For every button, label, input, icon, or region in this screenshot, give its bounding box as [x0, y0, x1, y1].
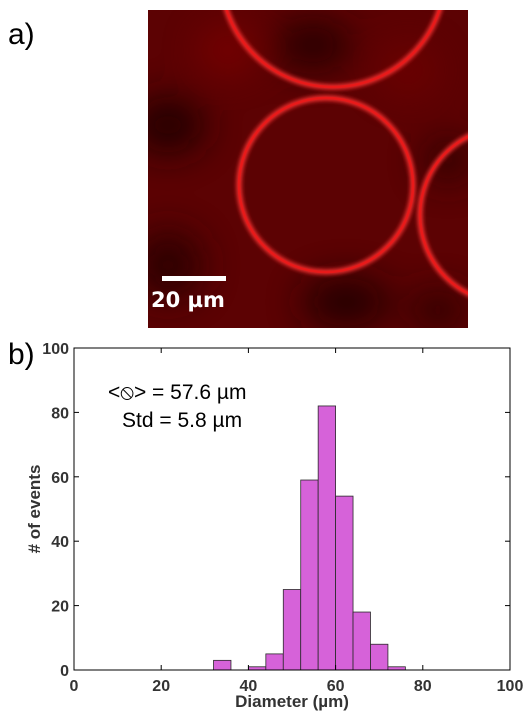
y-tick-labels: 0 20 40 60 80 100: [42, 341, 69, 680]
scale-bar-label: 20 µm: [151, 288, 225, 312]
y-tick-label: 80: [51, 405, 69, 422]
y-tick-label: 0: [60, 663, 69, 680]
y-axis-label: # of events: [25, 465, 44, 554]
histogram-bar: [352, 611, 371, 671]
y-tick-label: 40: [51, 534, 69, 551]
plot-frame: [73, 347, 511, 671]
mean-diameter-annotation: <⦸> = 57.6 µm: [108, 381, 246, 404]
panel-a-label: a): [8, 18, 35, 51]
x-tick-labels: 0 20 40 60 80 100: [70, 678, 524, 695]
x-tick-label: 0: [70, 678, 79, 695]
histogram-bar: [282, 589, 302, 671]
y-tick-label: 20: [51, 599, 69, 616]
x-tick-label: 80: [414, 678, 432, 695]
x-tick-label: 40: [240, 678, 258, 695]
y-tick-label: 100: [42, 341, 69, 358]
histogram-bar: [317, 405, 337, 671]
histogram-bar: [213, 659, 232, 671]
std-annotation: Std = 5.8 µm: [122, 409, 242, 432]
histogram-bar: [300, 479, 319, 671]
histogram-bars: [213, 405, 406, 671]
x-axis-label: Diameter (µm): [235, 692, 349, 711]
histogram-bar: [370, 643, 389, 671]
fluorescence-micrograph: 20 µm: [148, 10, 468, 328]
scale-bar: [162, 276, 226, 281]
panel-b-label: b): [8, 338, 35, 371]
axis-ticks: [73, 347, 511, 671]
x-tick-label: 20: [152, 678, 170, 695]
droplet-rings: [224, 10, 468, 297]
histogram-bar: [335, 495, 354, 671]
histogram-bar: [265, 653, 284, 671]
x-tick-label: 60: [327, 678, 345, 695]
x-tick-label: 100: [497, 678, 524, 695]
y-tick-label: 60: [51, 470, 69, 487]
